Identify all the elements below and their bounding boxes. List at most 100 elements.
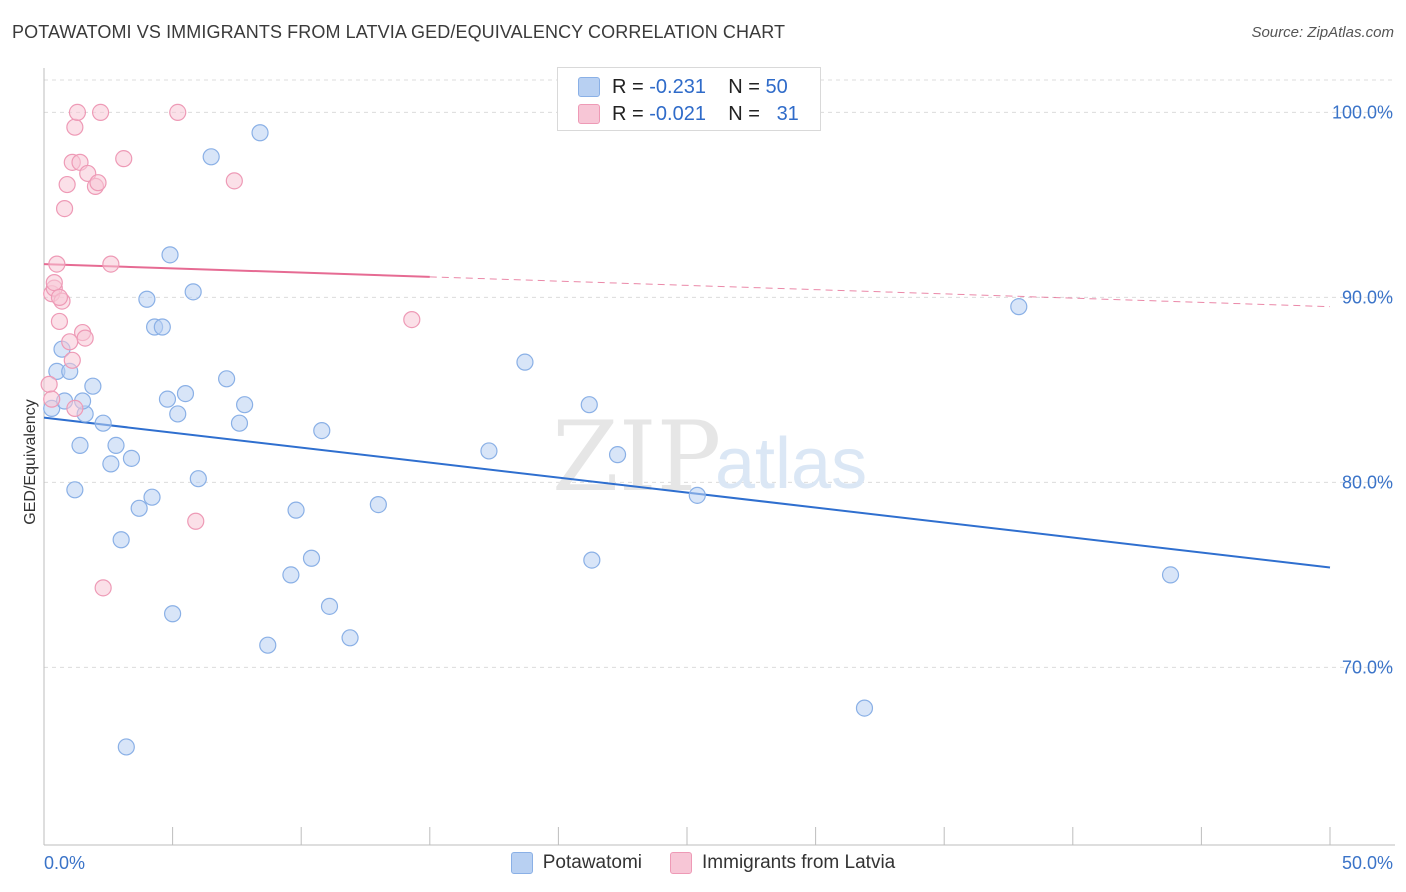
- point-latvia: [169, 103, 187, 122]
- tick-labels: 70.0% 80.0% 90.0% 100.0% 0.0% 50.0%: [44, 102, 1393, 873]
- point-latvia: [68, 103, 87, 122]
- y-axis-label: GED/Equivalency: [22, 399, 39, 524]
- point-latvia: [225, 172, 243, 190]
- point-potawatomi: [202, 148, 220, 166]
- point-potawatomi: [1010, 298, 1028, 316]
- point-potawatomi: [71, 436, 89, 454]
- point-potawatomi: [580, 396, 598, 414]
- point-potawatomi: [302, 549, 321, 567]
- point-potawatomi: [158, 390, 177, 408]
- y-tick-label: 80.0%: [1342, 472, 1393, 492]
- point-potawatomi: [251, 124, 269, 142]
- legend-n-value: 31: [776, 102, 799, 125]
- watermark-atlas: atlas: [715, 424, 867, 504]
- legend-r-value: -0.231: [649, 75, 706, 98]
- legend-n-label: N =: [728, 75, 760, 98]
- point-latvia: [102, 255, 120, 273]
- point-latvia: [40, 375, 58, 393]
- point-potawatomi: [112, 531, 130, 549]
- legend-row-latvia: R = -0.021 N = 31: [578, 101, 799, 127]
- point-potawatomi: [313, 422, 331, 440]
- source-credit: Source: ZipAtlas.com: [1251, 24, 1394, 41]
- point-latvia: [45, 274, 63, 292]
- x-tick-label: 0.0%: [44, 853, 85, 873]
- point-potawatomi: [176, 385, 195, 403]
- legend-item-potawatomi: Potawatomi: [510, 852, 642, 874]
- point-potawatomi: [161, 246, 179, 264]
- point-potawatomi: [153, 318, 171, 336]
- point-latvia: [43, 390, 61, 408]
- legend-row-potawatomi: R = -0.231 N = 50: [578, 74, 788, 100]
- point-potawatomi: [164, 605, 182, 623]
- trend-line-potawatomi: [43, 416, 1331, 569]
- point-potawatomi: [320, 597, 339, 615]
- point-latvia: [76, 329, 94, 347]
- legend-r-label: R =: [612, 102, 644, 125]
- point-latvia: [115, 150, 133, 168]
- point-potawatomi: [1161, 566, 1180, 584]
- x-tick-label: 50.0%: [1342, 853, 1393, 873]
- data-points: [40, 103, 1180, 756]
- point-potawatomi: [66, 481, 84, 499]
- point-latvia: [403, 311, 421, 329]
- point-potawatomi: [259, 636, 277, 654]
- point-latvia: [66, 399, 84, 417]
- point-potawatomi: [122, 449, 141, 467]
- point-latvia: [63, 351, 81, 369]
- legend-swatch-latvia: [670, 852, 693, 874]
- point-potawatomi: [855, 699, 874, 717]
- point-potawatomi: [117, 738, 135, 756]
- legend-item-latvia: Immigrants from Latvia: [670, 852, 895, 874]
- point-potawatomi: [341, 629, 359, 647]
- point-potawatomi: [102, 455, 120, 473]
- point-latvia: [187, 512, 205, 530]
- point-latvia: [58, 175, 76, 194]
- point-potawatomi: [236, 396, 254, 414]
- point-potawatomi: [169, 405, 187, 423]
- point-potawatomi: [143, 488, 161, 506]
- point-latvia: [91, 103, 110, 122]
- point-potawatomi: [138, 290, 156, 308]
- legend-r-value: -0.021: [649, 102, 706, 125]
- trend-line-latvia: [43, 263, 430, 278]
- legend-r-label: R =: [612, 75, 644, 98]
- y-tick-label: 100.0%: [1332, 102, 1393, 122]
- legend-swatch-potawatomi: [510, 852, 533, 874]
- series-legend: Potawatomi Immigrants from Latvia: [0, 852, 1406, 874]
- grid-lines: [44, 79, 1395, 668]
- legend-swatch-latvia: [578, 104, 600, 124]
- point-latvia: [55, 200, 74, 218]
- point-potawatomi: [369, 496, 387, 514]
- point-potawatomi: [94, 414, 112, 432]
- y-tick-label: 90.0%: [1342, 287, 1393, 307]
- point-potawatomi: [230, 414, 249, 432]
- legend-n-label: N =: [728, 102, 760, 125]
- point-potawatomi: [130, 499, 148, 517]
- point-potawatomi: [184, 283, 202, 301]
- watermark: ZIP atlas: [552, 401, 867, 513]
- point-potawatomi: [608, 446, 627, 464]
- y-tick-label: 70.0%: [1342, 657, 1393, 677]
- point-latvia: [94, 579, 112, 597]
- point-latvia: [50, 288, 69, 306]
- trend-line-latvia-extension: [429, 276, 1331, 308]
- point-potawatomi: [516, 353, 534, 371]
- point-potawatomi: [84, 377, 102, 395]
- point-latvia: [66, 118, 84, 136]
- legend-label-latvia: Immigrants from Latvia: [702, 852, 896, 873]
- point-latvia: [48, 255, 66, 273]
- point-potawatomi: [282, 566, 300, 584]
- point-potawatomi: [688, 486, 706, 504]
- point-latvia: [89, 174, 107, 192]
- point-potawatomi: [480, 442, 498, 460]
- axes: [43, 68, 1395, 846]
- point-potawatomi: [107, 436, 125, 454]
- point-potawatomi: [583, 551, 601, 569]
- legend-n-value: 50: [765, 75, 788, 98]
- legend-swatch-potawatomi: [578, 77, 600, 97]
- point-potawatomi: [189, 470, 207, 488]
- chart-title: POTAWATOMI VS IMMIGRANTS FROM LATVIA GED…: [12, 22, 786, 42]
- point-potawatomi: [218, 370, 236, 388]
- point-latvia: [50, 312, 69, 331]
